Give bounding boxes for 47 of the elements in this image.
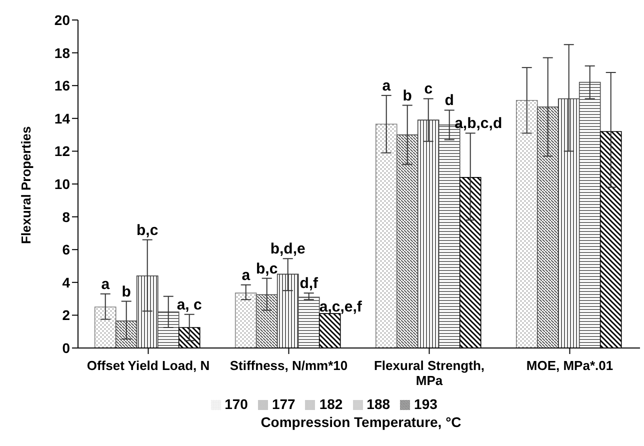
y-tick-label: 8 — [62, 208, 70, 225]
legend-label: 188 — [366, 396, 390, 412]
annotation: b — [402, 87, 412, 104]
x-tick-label: Stiffness, N/mm*10 — [230, 358, 348, 373]
y-tick-label: 4 — [62, 274, 70, 290]
annotation: a, c — [176, 296, 202, 314]
annotation: d — [444, 92, 454, 110]
annotation: a — [101, 276, 110, 293]
bar — [115, 320, 138, 348]
annotation: c — [424, 80, 433, 98]
x-tick-label: Flexural Strength, MPa — [374, 358, 485, 388]
annotation: a,b,c,d — [454, 115, 502, 132]
y-tick-label: 14 — [54, 110, 70, 126]
bar — [375, 124, 398, 348]
annotation: d,f — [300, 275, 320, 292]
y-tick-label: 12 — [54, 143, 70, 160]
annotation: b,c — [256, 260, 278, 278]
annotation: b,c — [136, 222, 158, 239]
bar — [234, 292, 257, 348]
bar — [516, 100, 538, 348]
y-tick-label: 2 — [62, 307, 70, 324]
x-tick-label: Offset Yield Load, N — [86, 358, 210, 373]
x-axis-title: Compression Temperature, °C — [260, 414, 462, 430]
bar — [578, 82, 601, 348]
annotation: b,d,e — [270, 240, 306, 258]
bar — [94, 306, 116, 348]
legend-label: 182 — [319, 396, 343, 412]
legend-label: 193 — [414, 396, 438, 412]
annotation: a — [242, 266, 251, 284]
y-tick-label: 6 — [62, 242, 70, 258]
y-tick-label: 16 — [54, 78, 70, 94]
bar — [298, 296, 320, 348]
legend-label: 170 — [224, 396, 248, 412]
annotation: a,c,e,f — [319, 298, 363, 316]
y-tick-label: 20 — [54, 12, 70, 28]
bar — [256, 294, 278, 348]
y-axis-title: Flexural Properties — [18, 126, 34, 244]
bar — [157, 312, 180, 348]
annotation: b — [122, 283, 131, 300]
legend-label: 177 — [272, 396, 296, 412]
bar — [396, 134, 418, 348]
y-tick-label: 10 — [54, 176, 70, 192]
y-tick-label: 18 — [54, 44, 70, 61]
bar — [536, 106, 559, 348]
x-tick-label: MOE, MPa*.01 — [526, 358, 614, 373]
y-tick-label: 0 — [62, 340, 70, 356]
annotation: a — [382, 77, 392, 94]
